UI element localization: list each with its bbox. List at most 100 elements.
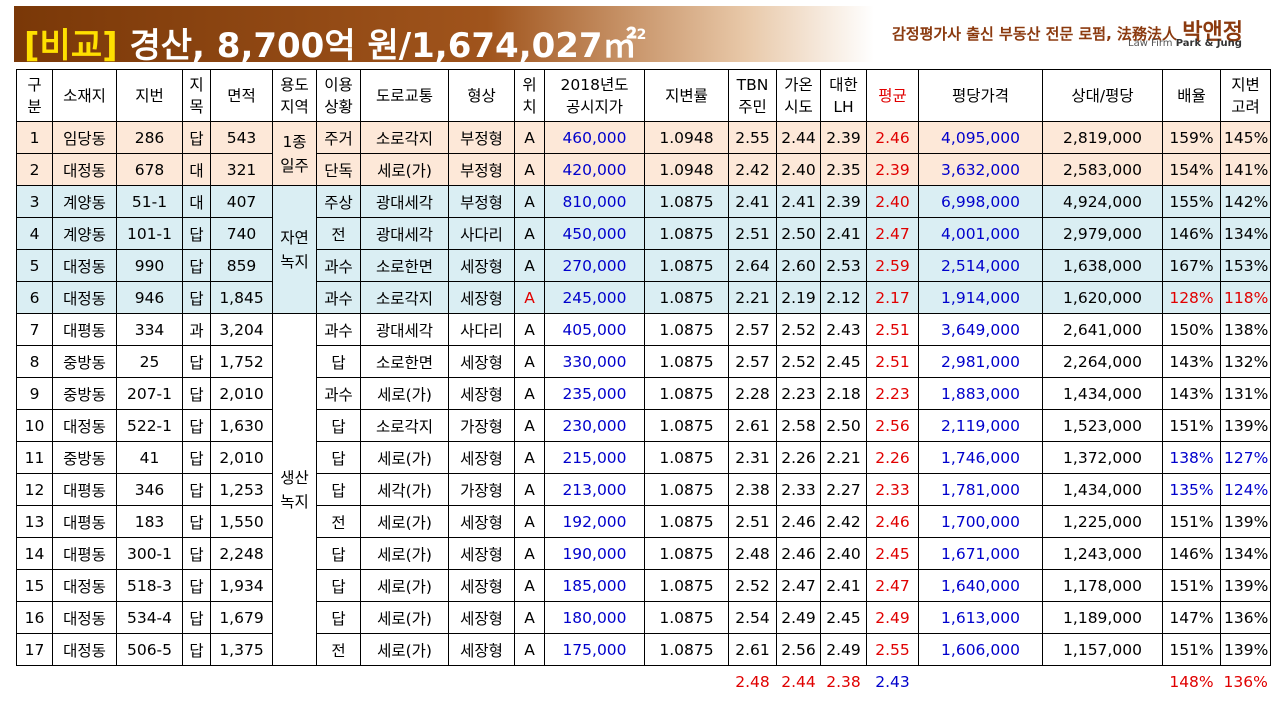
header-zoning: 용도 지역 <box>272 69 317 122</box>
cell-use: 답 <box>316 569 361 602</box>
summary-avg: 2.43 <box>875 672 910 691</box>
cell-gaon: 2.41 <box>776 185 821 218</box>
cell-avg: 2.17 <box>866 281 919 314</box>
header-avg: 평균 <box>866 69 919 122</box>
header-lot: 지번 <box>116 69 183 122</box>
cell-road: 광대세각 <box>360 185 449 218</box>
cell-relative: 2,819,000 <box>1042 121 1163 154</box>
cell-change: 1.0875 <box>644 377 729 410</box>
cell-shape: 세장형 <box>448 537 515 570</box>
cell-area: 1,550 <box>210 505 273 538</box>
cell-road: 세로(가) <box>360 505 449 538</box>
cell-lh: 2.18 <box>820 377 867 410</box>
cell-road: 세로(가) <box>360 601 449 634</box>
cell-lh: 2.45 <box>820 601 867 634</box>
cell-area: 2,248 <box>210 537 273 570</box>
cell-no: 3 <box>16 185 53 218</box>
cell-tbn: 2.21 <box>728 281 777 314</box>
cell-relative: 1,189,000 <box>1042 601 1163 634</box>
cell-use: 단독 <box>316 153 361 186</box>
cell-no: 14 <box>16 537 53 570</box>
cell-gaon: 2.46 <box>776 505 821 538</box>
cell-tbn: 2.28 <box>728 377 777 410</box>
cell-road: 소로한면 <box>360 345 449 378</box>
cell-change: 1.0875 <box>644 505 729 538</box>
cell-price2018: 405,000 <box>544 313 645 346</box>
cell-lh: 2.35 <box>820 153 867 186</box>
cell-change-consider: 136% <box>1220 601 1271 634</box>
cell-change-consider: 124% <box>1220 473 1271 506</box>
cell-area: 543 <box>210 121 273 154</box>
cell-use: 답 <box>316 473 361 506</box>
page-title: [비교] 경산, 8,700억 원/1,674,027㎡2 <box>24 10 646 66</box>
cell-pyeong-price: 2,514,000 <box>918 249 1043 282</box>
cell-price2018: 213,000 <box>544 473 645 506</box>
summary-row: 2.48 2.44 2.38 2.43 148% 136% <box>17 666 1271 698</box>
cell-tbn: 2.31 <box>728 441 777 474</box>
cell-lot: 300-1 <box>116 537 183 570</box>
summary-change-consider: 136% <box>1223 672 1268 691</box>
cell-change-consider: 142% <box>1220 185 1271 218</box>
cell-change-consider: 127% <box>1220 441 1271 474</box>
cell-shape: 부정형 <box>448 121 515 154</box>
cell-gaon: 2.50 <box>776 217 821 250</box>
cell-ratio: 151% <box>1162 633 1221 666</box>
cell-change: 1.0875 <box>644 569 729 602</box>
table-row: 15 대정동 518-3 답 1,934 답 세로(가) 세장형 A 185,000 1.0875 2… <box>16 569 1271 602</box>
cell-price2018: 230,000 <box>544 409 645 442</box>
cell-tbn: 2.42 <box>728 153 777 186</box>
cell-lh: 2.50 <box>820 409 867 442</box>
cell-position: A <box>514 473 545 506</box>
cell-no: 11 <box>16 441 53 474</box>
cell-shape: 세장형 <box>448 601 515 634</box>
cell-tbn: 2.55 <box>728 121 777 154</box>
cell-change: 1.0875 <box>644 345 729 378</box>
cell-road: 세로(가) <box>360 569 449 602</box>
cell-change-consider: 139% <box>1220 633 1271 666</box>
cell-use: 답 <box>316 537 361 570</box>
cell-gaon: 2.40 <box>776 153 821 186</box>
cell-no: 13 <box>16 505 53 538</box>
cell-change-consider: 139% <box>1220 409 1271 442</box>
cell-relative: 2,583,000 <box>1042 153 1163 186</box>
cell-area: 3,204 <box>210 313 273 346</box>
cell-area: 2,010 <box>210 441 273 474</box>
cell-lot: 534-4 <box>116 601 183 634</box>
brand-sub-name: Park & Jung <box>1175 38 1242 49</box>
cell-change: 1.0875 <box>644 409 729 442</box>
cell-avg: 2.51 <box>866 345 919 378</box>
cell-relative: 1,638,000 <box>1042 249 1163 282</box>
cell-lot: 522-1 <box>116 409 183 442</box>
cell-relative: 1,620,000 <box>1042 281 1163 314</box>
cell-relative: 1,225,000 <box>1042 505 1163 538</box>
header-change: 지변률 <box>644 69 729 122</box>
cell-shape: 사다리 <box>448 217 515 250</box>
cell-gaon: 2.49 <box>776 601 821 634</box>
cell-relative: 1,243,000 <box>1042 537 1163 570</box>
table-row: 13 대평동 183 답 1,550 전 세로(가) 세장형 A 192,000 1.0875 2.5… <box>16 505 1271 538</box>
header-shape: 형상 <box>448 69 515 122</box>
cell-avg: 2.40 <box>866 185 919 218</box>
cell-category: 답 <box>182 537 211 570</box>
cell-area: 1,375 <box>210 633 273 666</box>
cell-road: 세로(가) <box>360 441 449 474</box>
table-row: 4 계양동 101-1 답 740 전 광대세각 사다리 A 450,000 1.0875 2.51 2… <box>16 217 1271 250</box>
cell-change-consider: 131% <box>1220 377 1271 410</box>
cell-location: 임당동 <box>52 121 117 154</box>
cell-pyeong-price: 4,001,000 <box>918 217 1043 250</box>
cell-location: 중방동 <box>52 345 117 378</box>
table-row: 5 대정동 990 답 859 과수 소로한면 세장형 A 270,000 1.0875 2.64 2.… <box>16 249 1271 282</box>
cell-no: 10 <box>16 409 53 442</box>
cell-relative: 2,641,000 <box>1042 313 1163 346</box>
table-row: 8 중방동 25 답 1,752 답 소로한면 세장형 A 330,000 1.0875 2.57 2.… <box>16 345 1271 378</box>
cell-position: A <box>514 377 545 410</box>
cell-shape: 세장형 <box>448 505 515 538</box>
cell-avg: 2.46 <box>866 121 919 154</box>
cell-pyeong-price: 2,119,000 <box>918 409 1043 442</box>
cell-tbn: 2.64 <box>728 249 777 282</box>
summary-lh: 2.38 <box>826 672 861 691</box>
cell-use: 답 <box>316 409 361 442</box>
cell-no: 9 <box>16 377 53 410</box>
cell-lot: 678 <box>116 153 183 186</box>
table-row: 9 중방동 207-1 답 2,010 과수 세로(가) 세장형 A 235,000 1.0875 2… <box>16 377 1271 410</box>
